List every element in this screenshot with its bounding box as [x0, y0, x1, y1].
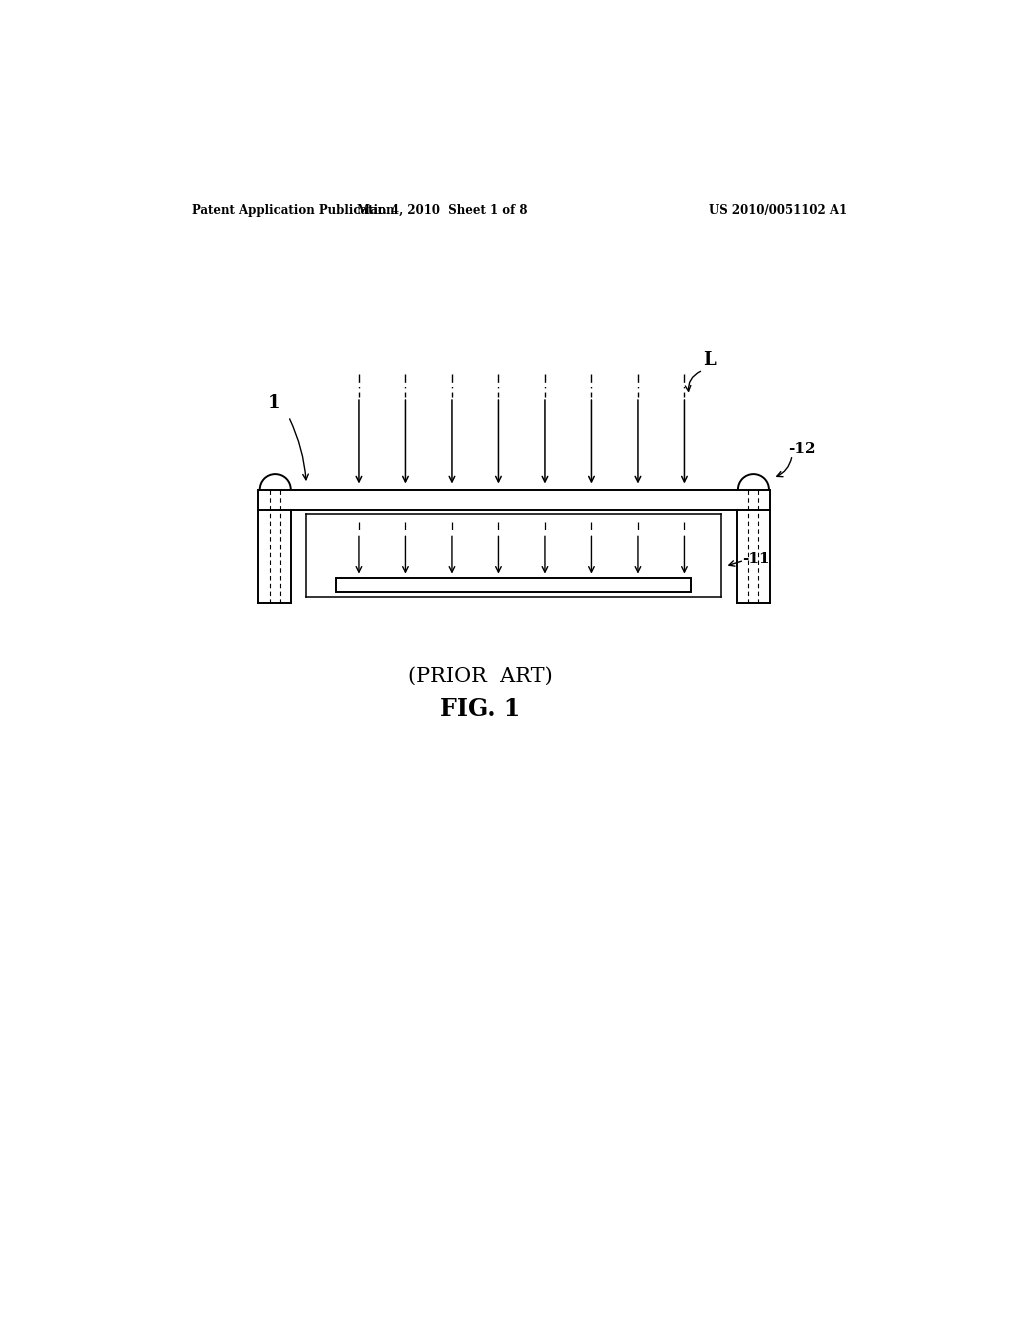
Bar	[258, 490, 770, 510]
Text: -11: -11	[742, 552, 770, 566]
Text: L: L	[703, 351, 716, 370]
Text: FIG. 1: FIG. 1	[440, 697, 521, 721]
Bar	[336, 578, 691, 591]
Text: 1: 1	[267, 395, 280, 412]
Text: Mar. 4, 2010  Sheet 1 of 8: Mar. 4, 2010 Sheet 1 of 8	[356, 205, 527, 218]
Text: -12: -12	[788, 442, 816, 457]
Text: US 2010/0051102 A1: US 2010/0051102 A1	[710, 205, 848, 218]
Text: Patent Application Publication: Patent Application Publication	[191, 205, 394, 218]
Text: (PRIOR  ART): (PRIOR ART)	[409, 667, 553, 685]
